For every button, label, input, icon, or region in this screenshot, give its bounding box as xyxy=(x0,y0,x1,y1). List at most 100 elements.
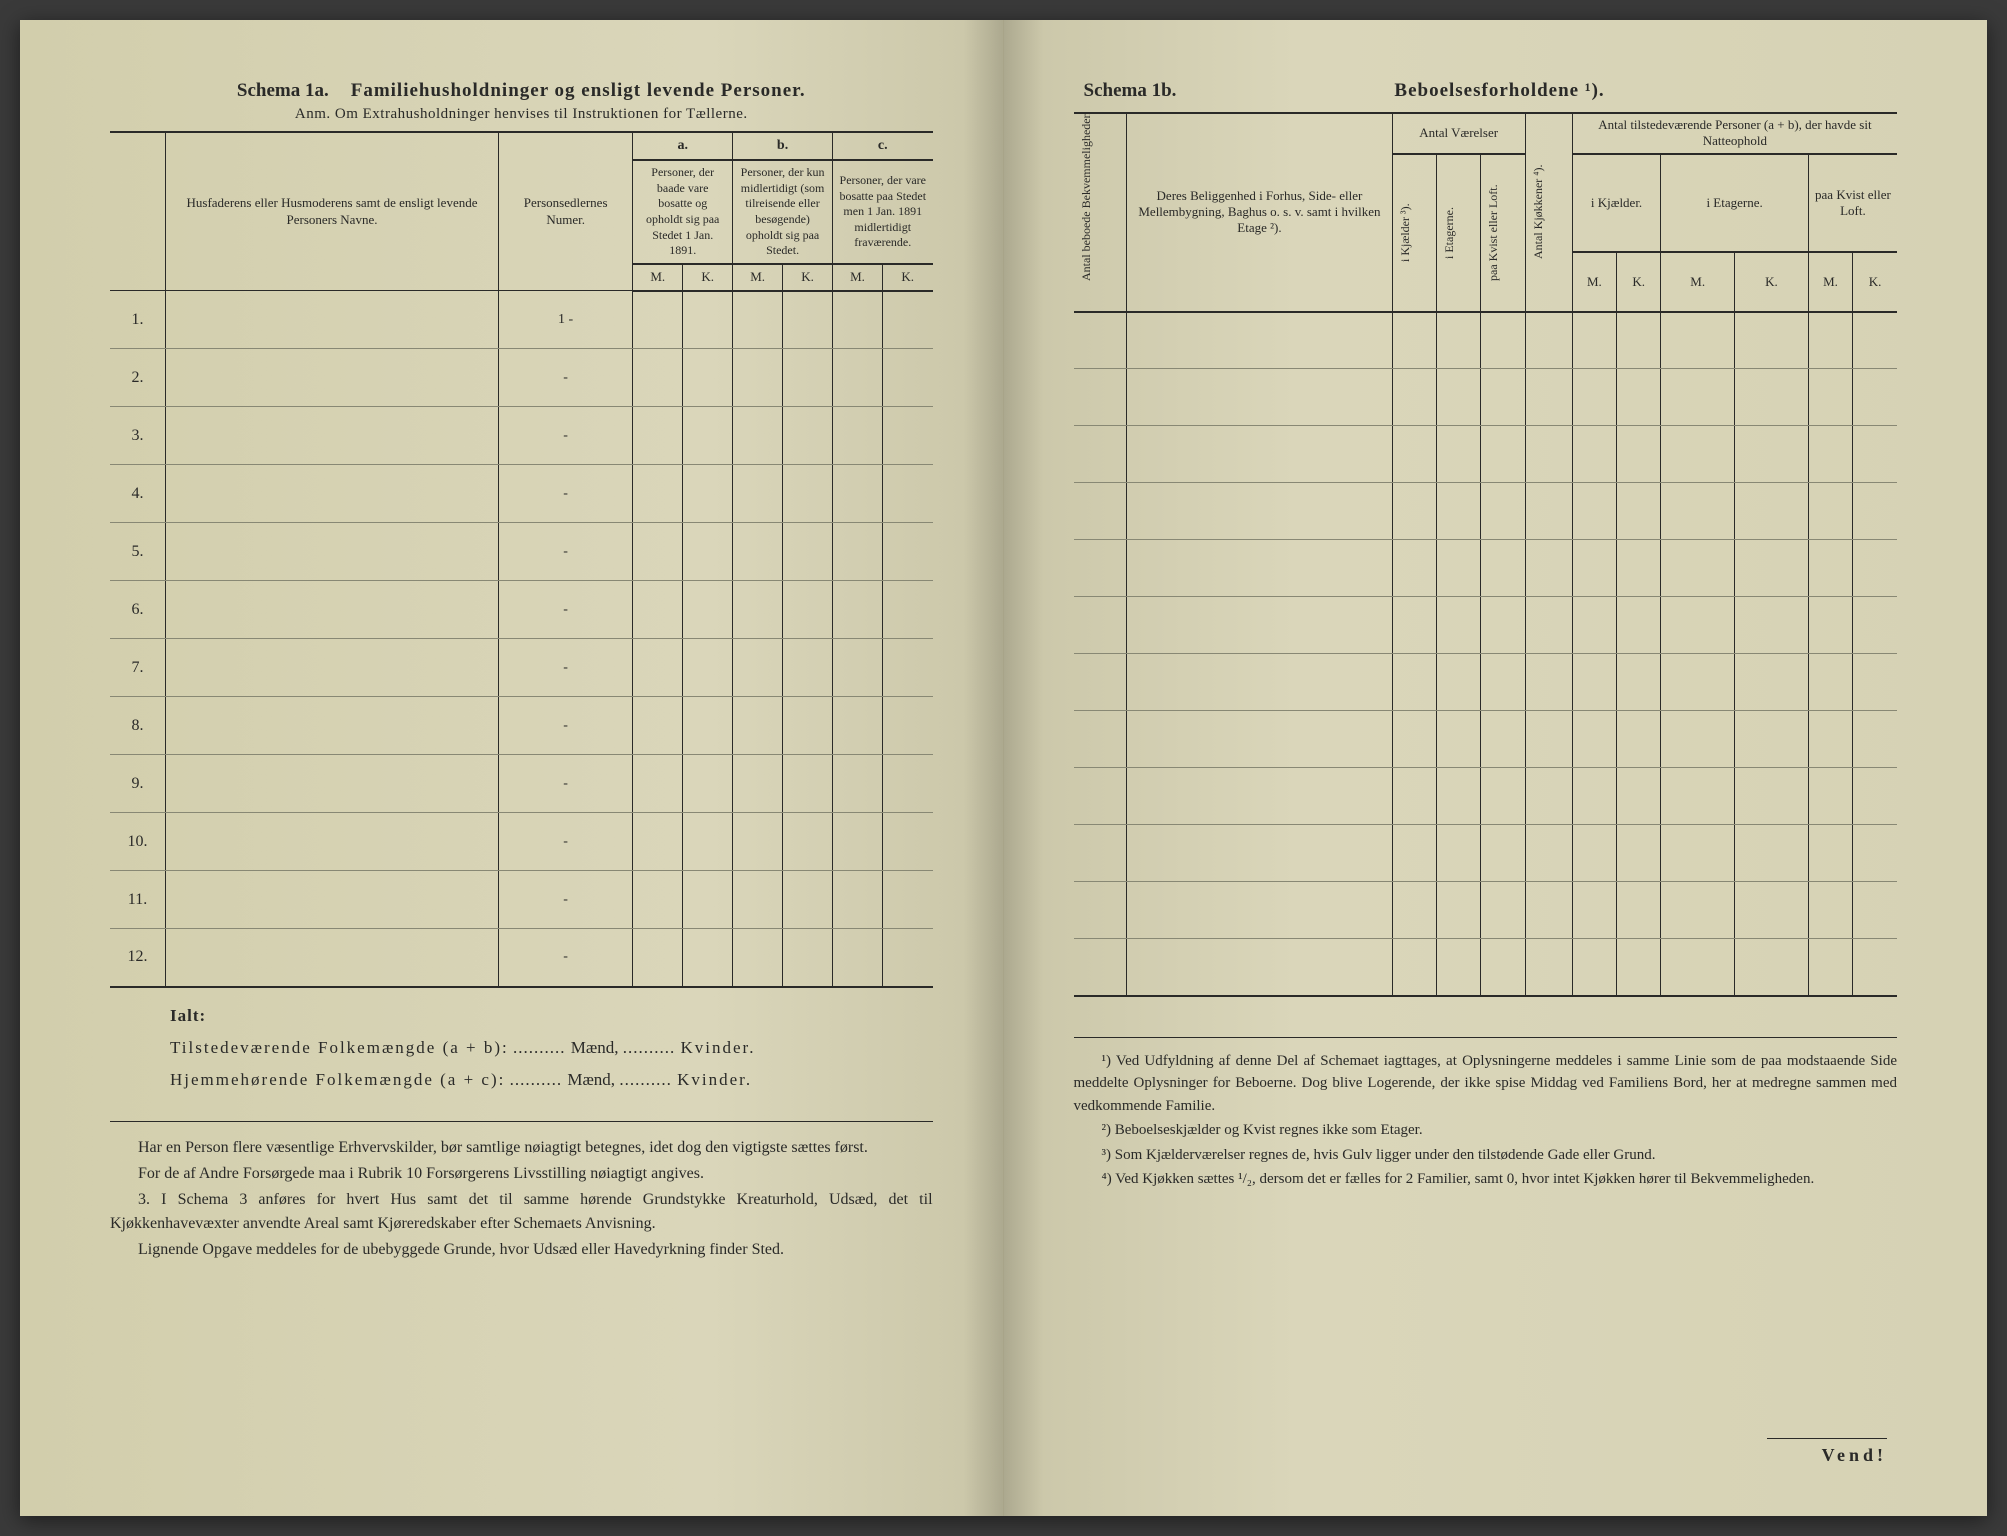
cell xyxy=(1074,882,1127,939)
cell xyxy=(1735,597,1809,654)
cell xyxy=(683,929,733,987)
cell xyxy=(1735,369,1809,426)
left-subtitle: Anm. Om Extrahusholdninger henvises til … xyxy=(110,106,933,123)
cell xyxy=(882,929,932,987)
cell xyxy=(1661,426,1735,483)
cell xyxy=(1481,597,1525,654)
row-num: 5. xyxy=(110,523,166,581)
cell xyxy=(882,349,932,407)
th-b-s1m: M. xyxy=(1572,252,1616,311)
table-row xyxy=(1074,483,1898,540)
cell-num: - xyxy=(499,697,633,755)
cell xyxy=(683,697,733,755)
note-4: Lignende Opgave meddeles for de ubebygge… xyxy=(110,1238,933,1262)
th-c-text: Personer, der vare bosatte paa Stedet me… xyxy=(833,160,933,264)
cell xyxy=(833,813,883,871)
cell xyxy=(1572,540,1616,597)
right-page: Schema 1b. Beboelsesforholdene ¹). Antal… xyxy=(1004,20,1988,1516)
cell xyxy=(783,349,833,407)
cell xyxy=(683,871,733,929)
cell xyxy=(733,871,783,929)
cell-num: 1 - xyxy=(499,291,633,349)
cell xyxy=(1074,312,1127,369)
cell xyxy=(1572,654,1616,711)
cell xyxy=(683,523,733,581)
cell xyxy=(882,465,932,523)
cell xyxy=(683,291,733,349)
cell xyxy=(1127,939,1393,996)
cell xyxy=(633,581,683,639)
cell xyxy=(1127,312,1393,369)
cell xyxy=(633,929,683,987)
cell-num: - xyxy=(499,639,633,697)
cell xyxy=(1808,426,1852,483)
cell xyxy=(1617,426,1661,483)
cell xyxy=(1074,540,1127,597)
table-row xyxy=(1074,825,1898,882)
cell xyxy=(1525,768,1572,825)
table-row: 3.- xyxy=(110,407,933,465)
row-num: 6. xyxy=(110,581,166,639)
cell xyxy=(783,871,833,929)
cell xyxy=(1074,369,1127,426)
cell xyxy=(1525,597,1572,654)
cell xyxy=(1735,711,1809,768)
cell xyxy=(1617,711,1661,768)
cell xyxy=(1127,540,1393,597)
cell-name xyxy=(166,813,499,871)
table-row: 9.- xyxy=(110,755,933,813)
cell xyxy=(683,349,733,407)
cell xyxy=(1661,540,1735,597)
cell xyxy=(1617,825,1661,882)
cell xyxy=(1735,882,1809,939)
spine-shadow-right xyxy=(1004,20,1044,1516)
th-b-letter: b. xyxy=(733,132,833,160)
totals-block: Ialt: Tilstedeværende Folkemængde (a + b… xyxy=(110,1000,933,1097)
fn-3: ³) Som Kjælderværelser regnes de, hvis G… xyxy=(1074,1144,1898,1167)
th-b-text: Personer, der kun midlertidigt (som tilr… xyxy=(733,160,833,264)
cell xyxy=(1853,483,1897,540)
cell xyxy=(633,523,683,581)
cell xyxy=(1437,483,1481,540)
cell xyxy=(1392,312,1436,369)
cell-name xyxy=(166,639,499,697)
cell xyxy=(733,929,783,987)
cell xyxy=(683,581,733,639)
cell xyxy=(1853,768,1897,825)
cell xyxy=(1392,540,1436,597)
cell xyxy=(1074,654,1127,711)
table-row: 2.- xyxy=(110,349,933,407)
table-row xyxy=(1074,540,1898,597)
cell xyxy=(833,697,883,755)
spine-shadow-left xyxy=(963,20,1003,1516)
cell xyxy=(1808,825,1852,882)
cell xyxy=(733,291,783,349)
cell xyxy=(733,813,783,871)
cell xyxy=(1661,882,1735,939)
cell xyxy=(1572,939,1616,996)
cell xyxy=(1074,825,1127,882)
cell xyxy=(1437,939,1481,996)
cell xyxy=(1481,768,1525,825)
cell xyxy=(1808,939,1852,996)
cell xyxy=(1853,540,1897,597)
cell xyxy=(1481,825,1525,882)
th-b-sub2: i Etagerne. xyxy=(1661,154,1809,253)
th-b-persons: Antal tilstedeværende Personer (a + b), … xyxy=(1572,113,1897,154)
cell xyxy=(633,291,683,349)
cell xyxy=(1525,825,1572,882)
cell xyxy=(783,581,833,639)
th-c-m: M. xyxy=(833,264,883,291)
row-num: 4. xyxy=(110,465,166,523)
cell xyxy=(1661,768,1735,825)
cell xyxy=(1572,825,1616,882)
cell xyxy=(1437,369,1481,426)
cell xyxy=(1481,939,1525,996)
th-a-letter: a. xyxy=(633,132,733,160)
cell xyxy=(633,871,683,929)
cell xyxy=(1617,597,1661,654)
cell xyxy=(733,697,783,755)
cell xyxy=(882,639,932,697)
cell xyxy=(1572,882,1616,939)
cell xyxy=(1735,540,1809,597)
